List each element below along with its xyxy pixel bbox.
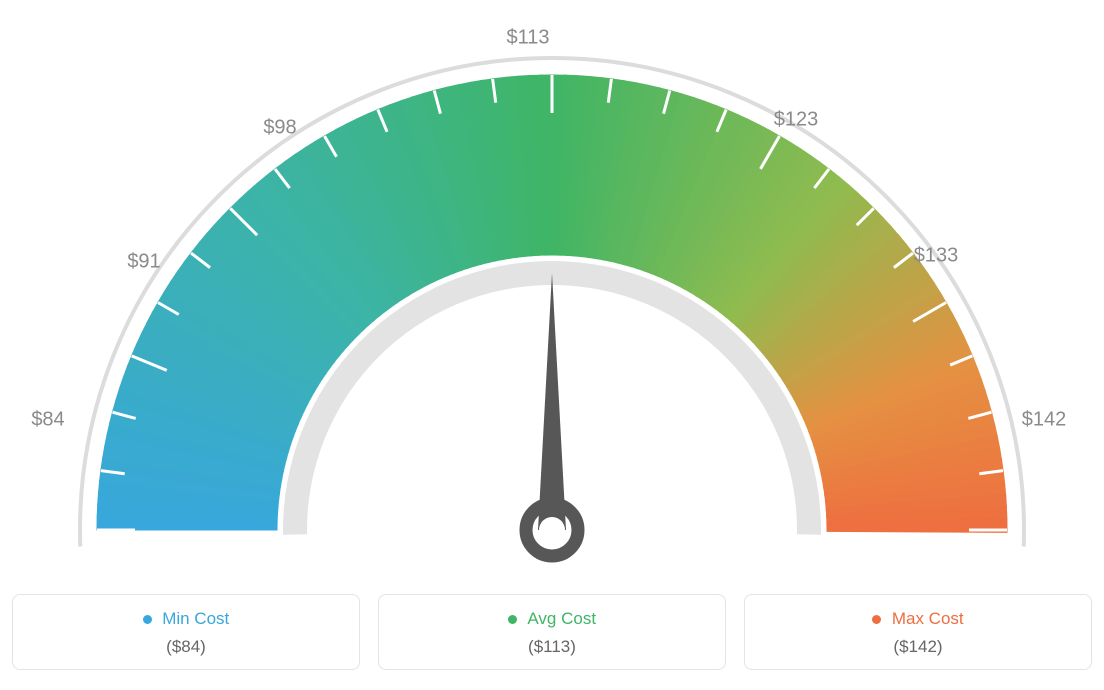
max-cost-label: Max Cost [892,609,964,628]
min-cost-value: ($84) [23,637,349,657]
max-cost-value: ($142) [755,637,1081,657]
gauge-chart: $84 $91 $98 $113 $123 $133 $142 [0,0,1104,575]
avg-cost-card: Avg Cost ($113) [378,594,726,670]
gauge-tick-label: $113 [506,27,549,50]
min-dot-icon [143,615,152,624]
legend-row: Min Cost ($84) Avg Cost ($113) Max Cost … [0,594,1104,670]
avg-cost-value: ($113) [389,637,715,657]
avg-cost-label: Avg Cost [527,609,596,628]
max-dot-icon [872,615,881,624]
gauge-tick-label: $142 [1022,409,1067,432]
max-cost-card: Max Cost ($142) [744,594,1092,670]
gauge-tick-label: $84 [31,409,64,432]
gauge-tick-label: $133 [914,245,959,268]
min-cost-label: Min Cost [162,609,229,628]
gauge-tick-label: $91 [127,251,160,274]
gauge-tick-label: $123 [774,109,819,132]
gauge-tick-label: $98 [263,117,296,140]
min-cost-card: Min Cost ($84) [12,594,360,670]
avg-dot-icon [508,615,517,624]
